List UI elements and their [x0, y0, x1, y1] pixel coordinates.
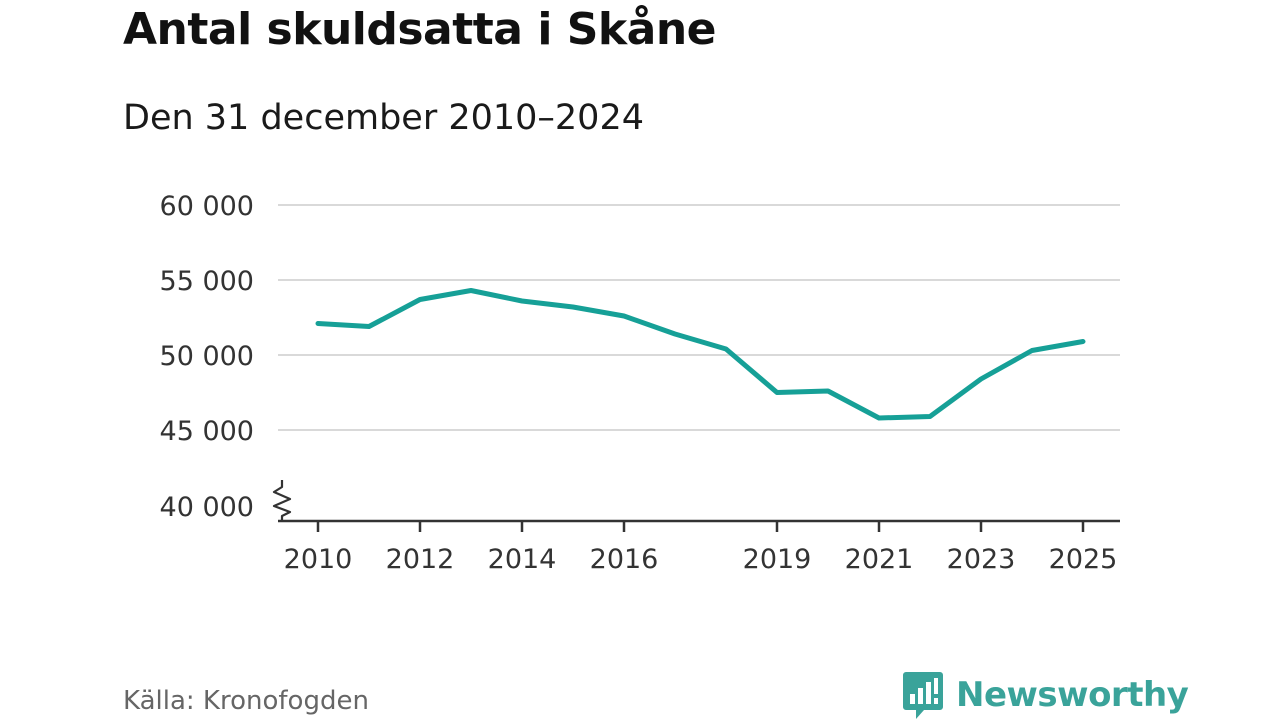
x-tick-label-2016: 2016 — [590, 544, 659, 575]
y-tick-label-60000: 60 000 — [160, 191, 254, 222]
grid-lines — [278, 204, 1120, 431]
y-tick-label-50000: 50 000 — [160, 341, 254, 372]
x-tick-label-2019: 2019 — [743, 544, 812, 575]
brand-logo: Newsworthy — [902, 670, 1189, 720]
chart-title: Antal skuldsatta i Skåne — [123, 4, 717, 55]
y-tick-label-40000: 40 000 — [160, 492, 254, 523]
series-line-0 — [315, 288, 1086, 421]
x-tick-label-2012: 2012 — [386, 544, 455, 575]
y-tick-label-45000: 45 000 — [160, 416, 254, 447]
y-axis-ticks: 40 000 45 000 50 000 55 000 60 000 — [160, 191, 254, 523]
y-tick-label-55000: 55 000 — [160, 266, 254, 297]
series-layer — [315, 288, 1086, 421]
bar-chart-speech-bubble-icon — [903, 672, 943, 719]
x-axis — [272, 480, 1120, 523]
x-axis-ticks: 2010 2012 2014 2016 2019 2021 2023 2025 — [284, 521, 1118, 575]
chart-subtitle: Den 31 december 2010–2024 — [123, 98, 644, 138]
brand-name: Newsworthy — [956, 675, 1189, 715]
x-tick-label-2021: 2021 — [845, 544, 914, 575]
x-tick-label-2010: 2010 — [284, 544, 353, 575]
x-tick-label-2023: 2023 — [947, 544, 1016, 575]
x-tick-label-2014: 2014 — [488, 544, 557, 575]
source-note: Källa: Kronofogden — [123, 686, 369, 716]
axis-break-mark — [272, 480, 292, 521]
x-tick-label-2025: 2025 — [1049, 544, 1118, 575]
